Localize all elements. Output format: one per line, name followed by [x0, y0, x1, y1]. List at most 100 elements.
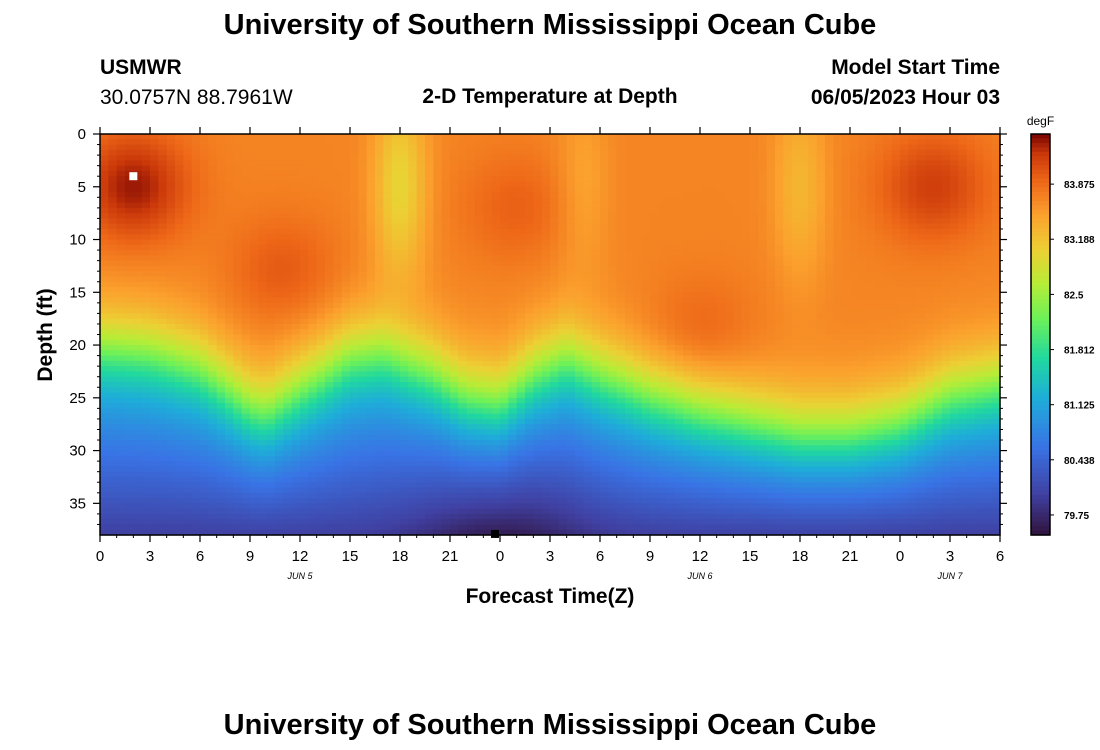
heatmap-cell — [158, 450, 168, 457]
heatmap-cell — [166, 197, 176, 204]
heatmap-cell — [300, 323, 309, 330]
heatmap-cell — [150, 471, 159, 478]
heatmap-cell — [425, 403, 434, 409]
heatmap-cell — [383, 255, 393, 262]
heatmap-cell — [133, 355, 143, 362]
heatmap-cell — [366, 360, 376, 367]
heatmap-cell — [175, 355, 184, 362]
heatmap-cell — [116, 466, 126, 473]
heatmap-cell — [233, 455, 243, 462]
heatmap-cell — [608, 403, 618, 409]
heatmap-cell — [250, 360, 259, 367]
heatmap-cell — [600, 345, 609, 351]
heatmap-cell — [550, 471, 559, 478]
heatmap-cell — [583, 165, 593, 172]
heatmap-cell — [341, 155, 351, 161]
heatmap-cell — [308, 387, 318, 394]
heatmap-cell — [125, 376, 134, 383]
heatmap-cell — [575, 260, 584, 267]
heatmap-cell — [516, 276, 526, 283]
heatmap-cell — [441, 308, 451, 314]
heatmap-cell — [266, 392, 276, 399]
heatmap-cell — [250, 471, 259, 478]
heatmap-cell — [600, 139, 609, 146]
heatmap-cell — [241, 308, 251, 314]
heatmap-cell — [333, 371, 343, 378]
heatmap-cell — [508, 392, 518, 399]
heatmap-cell — [216, 207, 226, 214]
heatmap-cell — [100, 513, 109, 520]
heatmap-cell — [308, 281, 318, 288]
heatmap-cell — [133, 149, 143, 156]
heatmap-cell — [575, 418, 584, 425]
heatmap-cell — [191, 429, 201, 436]
heatmap-cell — [441, 134, 451, 140]
heatmap-cell — [483, 424, 493, 431]
heatmap-cell — [525, 476, 534, 483]
heatmap-cell — [225, 308, 234, 314]
heatmap-cell — [558, 371, 568, 378]
heatmap-cell — [483, 471, 493, 478]
heatmap-cell — [466, 250, 476, 256]
heatmap-cell — [100, 466, 109, 473]
heatmap-cell — [425, 181, 434, 188]
heatmap-cell — [616, 218, 626, 225]
heatmap-cell — [541, 223, 551, 230]
heatmap-cell — [333, 192, 343, 198]
heatmap-cell — [425, 239, 434, 246]
heatmap-cell — [158, 350, 168, 357]
heatmap-cell — [116, 329, 126, 336]
heatmap-cell — [541, 318, 551, 325]
heatmap-cell — [258, 418, 268, 425]
heatmap-cell — [241, 418, 251, 425]
heatmap-cell — [533, 440, 543, 446]
heatmap-cell — [283, 492, 293, 499]
heatmap-cell — [525, 487, 534, 494]
heatmap-cell — [225, 302, 234, 309]
heatmap-cell — [500, 223, 509, 230]
heatmap-cell — [150, 165, 159, 172]
heatmap-cell — [641, 281, 651, 288]
heatmap-cell — [366, 323, 376, 330]
heatmap-cell — [616, 197, 626, 204]
heatmap-cell — [141, 139, 151, 146]
heatmap-cell — [208, 213, 218, 220]
heatmap-cell — [275, 181, 284, 188]
heatmap-cell — [558, 276, 568, 283]
heatmap-cell — [625, 339, 634, 346]
heatmap-cell — [350, 192, 359, 198]
heatmap-cell — [225, 160, 234, 167]
heatmap-cell — [333, 440, 343, 446]
heatmap-cell — [325, 234, 334, 241]
heatmap-cell — [341, 371, 351, 378]
heatmap-cell — [241, 292, 251, 299]
heatmap-cell — [175, 244, 184, 251]
heatmap-cell — [308, 529, 318, 536]
heatmap-cell — [350, 519, 359, 526]
heatmap-cell — [425, 223, 434, 230]
heatmap-cell — [225, 234, 234, 241]
heatmap-cell — [241, 334, 251, 341]
heatmap-cell — [416, 455, 426, 462]
heatmap-cell — [500, 239, 509, 246]
heatmap-cell — [441, 228, 451, 235]
heatmap-cell — [425, 413, 434, 420]
heatmap-cell — [616, 345, 626, 351]
heatmap-cell — [341, 360, 351, 367]
heatmap-cell — [458, 360, 468, 367]
heatmap-cell — [341, 524, 351, 531]
heatmap-cell — [158, 513, 168, 520]
heatmap-cell — [158, 308, 168, 314]
heatmap-cell — [550, 450, 559, 457]
heatmap-cell — [641, 250, 651, 256]
heatmap-cell — [375, 350, 384, 357]
heatmap-cell — [558, 239, 568, 246]
heatmap-cell — [450, 334, 459, 341]
heatmap-cell — [641, 371, 651, 378]
heatmap-cell — [308, 424, 318, 431]
heatmap-cell — [358, 429, 368, 436]
heatmap-cell — [291, 360, 301, 367]
heatmap-cell — [550, 149, 559, 156]
heatmap-cell — [350, 160, 359, 167]
heatmap-cell — [475, 234, 484, 241]
